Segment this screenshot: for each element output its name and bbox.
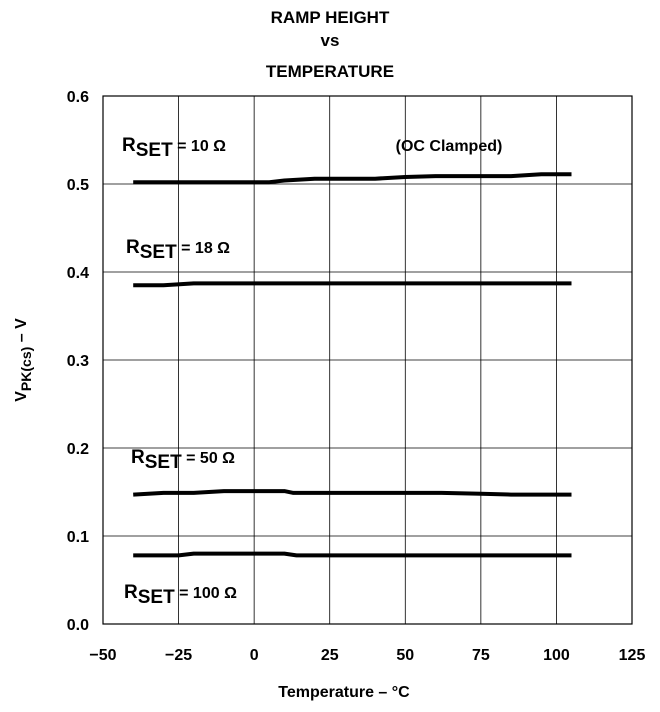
series-label: RSET = 18 Ω xyxy=(126,237,230,263)
y-tick-labels: 0.0 0.1 0.2 0.3 0.4 0.5 0.6 xyxy=(67,89,89,634)
series-label: RSET = 100 Ω xyxy=(124,582,237,608)
series-line xyxy=(133,172,572,185)
x-tick-label: 50 xyxy=(396,647,414,664)
chart-title-line-1: RAMP HEIGHT xyxy=(271,8,390,27)
y-tick-label: 0.1 xyxy=(67,529,89,546)
y-tick-label: 0.6 xyxy=(67,89,89,106)
series-labels: RSET = 10 Ω RSET = 18 Ω RSET = 50 Ω RSET = … xyxy=(122,135,237,608)
x-tick-label: −25 xyxy=(165,647,192,664)
y-axis-label-main: V xyxy=(13,391,30,402)
y-axis-label: VPK(cs) – V xyxy=(13,318,34,402)
y-axis-label-suffix: – V xyxy=(13,318,30,347)
series-line xyxy=(133,551,572,558)
series-label: RSET = 10 Ω xyxy=(122,135,226,161)
x-tick-label: 25 xyxy=(321,647,339,664)
x-tick-label: 100 xyxy=(543,647,570,664)
series-lines xyxy=(133,172,572,558)
chart-title-line-2: vs xyxy=(321,31,340,50)
x-tick-label: 125 xyxy=(619,647,646,664)
y-tick-label: 0.2 xyxy=(67,441,89,458)
x-tick-label: 75 xyxy=(472,647,490,664)
series-line xyxy=(133,489,572,497)
y-tick-label: 0.4 xyxy=(67,265,89,282)
plot-frame xyxy=(102,95,633,625)
y-tick-label: 0.3 xyxy=(67,353,89,370)
chart-title-line-3: TEMPERATURE xyxy=(266,62,394,81)
x-tick-label: 0 xyxy=(250,647,259,664)
oc-clamped-note: (OC Clamped) xyxy=(396,138,503,155)
y-tick-label: 0.0 xyxy=(67,617,89,634)
x-tick-labels: −50 −25 0 25 50 75 100 125 xyxy=(89,647,645,664)
y-axis-label-sub: PK(cs) xyxy=(18,347,34,391)
y-tick-label: 0.5 xyxy=(67,177,89,194)
x-tick-label: −50 xyxy=(89,647,116,664)
series-line xyxy=(133,281,572,288)
x-axis-label: Temperature – °C xyxy=(278,684,410,701)
series-label: RSET = 50 Ω xyxy=(131,447,235,473)
